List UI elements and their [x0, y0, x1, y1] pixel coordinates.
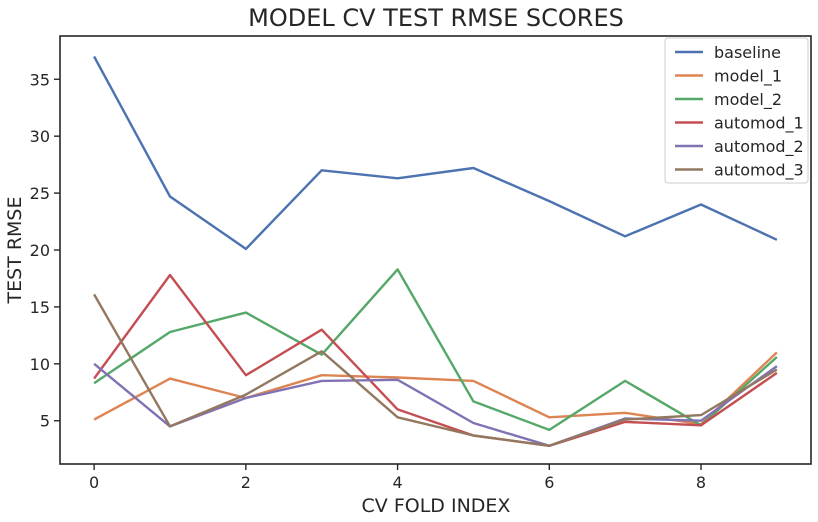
series-line-automod-3 — [93, 293, 778, 447]
series-lines — [93, 55, 778, 447]
legend-label: model_1 — [714, 67, 782, 87]
y-tick-label: 35 — [30, 70, 50, 89]
series-line-baseline — [93, 55, 778, 251]
y-axis-ticks: 5 10 15 20 25 30 35 — [30, 70, 60, 431]
x-tick-label: 4 — [392, 473, 402, 492]
x-tick-label: 8 — [696, 473, 706, 492]
x-axis-label: CV FOLD INDEX — [362, 495, 511, 517]
legend: baseline model_1 model_2 automod_1 automod_2… — [664, 37, 809, 184]
y-tick-label: 15 — [30, 298, 50, 317]
chart-title: MODEL CV TEST RMSE SCORES — [248, 4, 624, 32]
y-tick-label: 25 — [30, 184, 50, 203]
x-axis-ticks: 0 2 4 6 8 — [89, 464, 706, 492]
legend-label: automod_2 — [714, 137, 804, 157]
legend-label: baseline — [714, 43, 781, 62]
y-tick-label: 30 — [30, 127, 50, 146]
series-line-model-1 — [93, 351, 778, 426]
y-tick-label: 5 — [40, 412, 50, 431]
series-line-model-2 — [93, 268, 778, 432]
y-axis-label: TEST RMSE — [4, 197, 26, 305]
y-tick-label: 10 — [30, 355, 50, 374]
legend-label: model_2 — [714, 90, 782, 110]
x-tick-label: 2 — [241, 473, 251, 492]
legend-label: automod_3 — [714, 161, 804, 181]
series-line-automod-1 — [93, 273, 778, 447]
y-tick-label: 20 — [30, 241, 50, 260]
legend-label: automod_1 — [714, 114, 804, 134]
x-tick-label: 0 — [89, 473, 99, 492]
x-tick-label: 6 — [544, 473, 554, 492]
series-line-automod-2 — [93, 362, 778, 447]
